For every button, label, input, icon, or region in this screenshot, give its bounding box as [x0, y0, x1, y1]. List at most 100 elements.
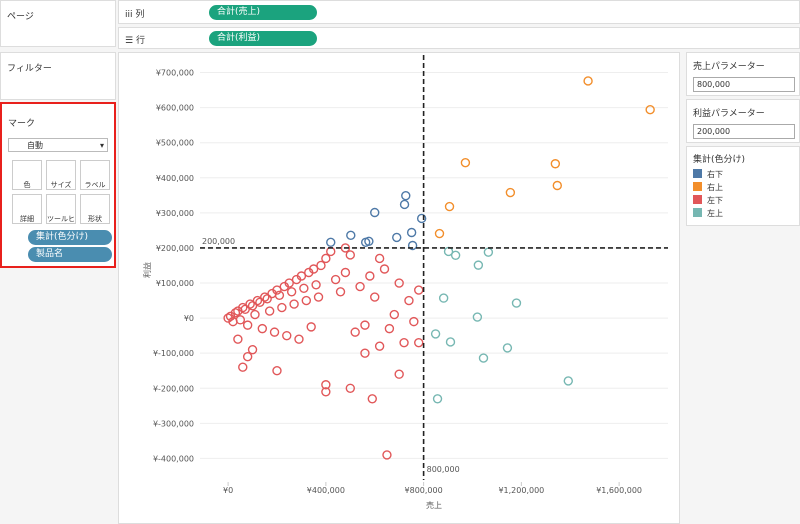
- legend-title: 集計(色分け): [693, 155, 746, 165]
- point: [478, 353, 489, 363]
- point: [316, 260, 326, 271]
- mark-pill[interactable]: 製品名: [28, 247, 112, 262]
- mark-button-label: ラベル: [84, 181, 106, 189]
- point: [255, 297, 265, 308]
- mark-button-label: ツールヒ...: [47, 215, 75, 223]
- point: [345, 383, 355, 393]
- x-tick-label: ¥400,000: [307, 486, 345, 495]
- point: [382, 450, 392, 460]
- filters-panel: フィルター: [0, 52, 116, 100]
- point: [250, 309, 260, 320]
- point: [384, 323, 395, 334]
- legend-item: 右上: [693, 182, 723, 193]
- y-tick-label: ¥300,000: [156, 209, 194, 218]
- point: [257, 323, 268, 334]
- point: [264, 306, 275, 316]
- point: [374, 341, 385, 351]
- point: [563, 376, 573, 386]
- param-input[interactable]: 200,000: [693, 124, 795, 139]
- point: [326, 237, 336, 248]
- point: [360, 348, 370, 358]
- point: [472, 312, 483, 322]
- point: [360, 320, 370, 330]
- point: [473, 260, 484, 270]
- x-tick-label: ¥1,600,000: [596, 486, 642, 495]
- point: [233, 334, 243, 344]
- y-tick-label: ¥0: [184, 314, 194, 323]
- point: [299, 283, 309, 293]
- point: [392, 232, 402, 243]
- point: [404, 295, 414, 306]
- y-tick-label: ¥500,000: [156, 139, 194, 148]
- legend-swatch: [693, 195, 702, 204]
- point: [370, 207, 380, 218]
- point: [430, 329, 441, 339]
- point: [340, 243, 351, 253]
- mark-type: 自動: [27, 141, 43, 150]
- mark-button-label: 形状: [88, 215, 102, 223]
- point: [583, 76, 593, 86]
- point: [394, 278, 404, 288]
- x-tick-label: ¥800,000: [405, 486, 443, 495]
- point: [365, 271, 375, 281]
- point: [399, 199, 410, 210]
- mark-button-label: サイズ: [50, 181, 72, 189]
- point: [460, 157, 471, 168]
- y-tick-label: ¥-100,000: [153, 349, 194, 358]
- point: [409, 316, 419, 327]
- point: [406, 227, 417, 238]
- point: [321, 380, 331, 390]
- mark-button[interactable]: ラベル: [80, 160, 110, 190]
- point: [321, 387, 331, 397]
- mark-button[interactable]: サイズ: [46, 160, 76, 190]
- point: [367, 394, 377, 404]
- point: [240, 304, 250, 315]
- y-tick-label: ¥100,000: [156, 279, 194, 288]
- point: [355, 281, 365, 292]
- mark-button[interactable]: 色: [12, 160, 42, 190]
- point: [330, 274, 341, 285]
- point: [438, 293, 449, 303]
- param-input[interactable]: 800,000: [693, 77, 795, 92]
- mark-pill[interactable]: 集計(色分け): [28, 230, 112, 245]
- y-tick-label: ¥-400,000: [153, 454, 194, 463]
- point: [242, 351, 253, 362]
- param-card: 売上パラメーター 800,000: [686, 52, 800, 96]
- x-axis-label: 売上: [426, 500, 442, 510]
- param-title: 利益パラメーター: [693, 109, 765, 119]
- point: [269, 327, 280, 337]
- y-axis-label: 利益: [142, 262, 152, 278]
- point: [260, 292, 270, 302]
- point: [313, 292, 324, 302]
- row-pill[interactable]: 合計(利益): [209, 31, 317, 46]
- point: [289, 299, 299, 309]
- shelf-label-text: 列: [135, 10, 145, 20]
- point: [350, 327, 360, 337]
- column-pill[interactable]: 合計(売上): [209, 5, 317, 20]
- point: [407, 240, 418, 251]
- point: [379, 264, 390, 274]
- reference-label: 800,000: [427, 465, 460, 474]
- point: [414, 285, 424, 295]
- y-tick-label: ¥-200,000: [153, 384, 194, 393]
- point: [502, 343, 513, 353]
- y-tick-label: ¥200,000: [156, 244, 194, 253]
- legend-item: 右下: [693, 169, 723, 180]
- point: [252, 295, 263, 306]
- mark-type-dropdown[interactable]: 自動 ▾: [8, 138, 108, 152]
- point: [242, 320, 253, 330]
- point: [282, 330, 292, 341]
- legend-label: 左下: [707, 196, 723, 205]
- mark-button[interactable]: 詳細: [12, 194, 42, 224]
- y-tick-label: ¥-300,000: [153, 419, 194, 428]
- mark-button[interactable]: 形状: [80, 194, 110, 224]
- mark-button[interactable]: ツールヒ...: [46, 194, 76, 224]
- point: [311, 280, 321, 290]
- point: [245, 299, 255, 309]
- point: [294, 334, 304, 344]
- point: [230, 308, 241, 318]
- reference-label: 200,000: [202, 237, 235, 246]
